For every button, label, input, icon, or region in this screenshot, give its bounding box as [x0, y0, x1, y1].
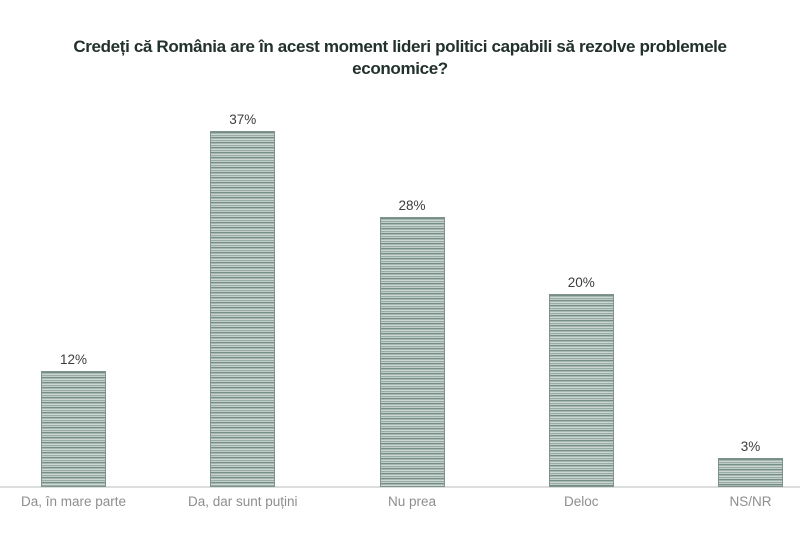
category-label: NS/NR — [729, 494, 772, 509]
value-label: 20% — [567, 275, 595, 290]
value-label: 12% — [59, 352, 88, 367]
category-labels-row: Da, în mare parte Da, dar sunt puțini Nu… — [21, 494, 783, 512]
bar-group-da-in-mare-parte: 12% — [41, 352, 106, 487]
category-label-cell: NS/NR — [718, 494, 783, 512]
bar-group-deloc: 20% — [548, 275, 614, 487]
bar — [379, 217, 445, 487]
chart-title: Credeți că România are în acest moment l… — [73, 37, 727, 78]
bar-chart-plot: 12% 37% 28% 20% 3% — [41, 0, 783, 487]
category-label-cell: Deloc — [549, 494, 614, 512]
bar — [210, 131, 276, 487]
bar-group-ns-nr: 3% — [718, 439, 783, 487]
category-label-cell: Da, în mare parte — [21, 494, 126, 512]
bar — [41, 371, 106, 487]
value-label: 37% — [229, 112, 257, 127]
category-label: Da, dar sunt puțini — [187, 494, 298, 509]
category-label: Nu prea — [387, 494, 437, 509]
category-label: Deloc — [563, 494, 599, 509]
bar — [548, 294, 614, 487]
category-label-cell: Nu prea — [380, 494, 445, 512]
x-axis-line — [0, 486, 800, 488]
value-label: 3% — [740, 439, 761, 454]
bar-group-da-dar-sunt-putini: 37% — [210, 112, 276, 487]
value-label: 28% — [398, 198, 426, 213]
category-label: Da, în mare parte — [20, 494, 127, 509]
bar — [718, 458, 783, 487]
bar-group-nu-prea: 28% — [379, 198, 445, 487]
category-label-cell: Da, dar sunt puțini — [188, 494, 298, 512]
